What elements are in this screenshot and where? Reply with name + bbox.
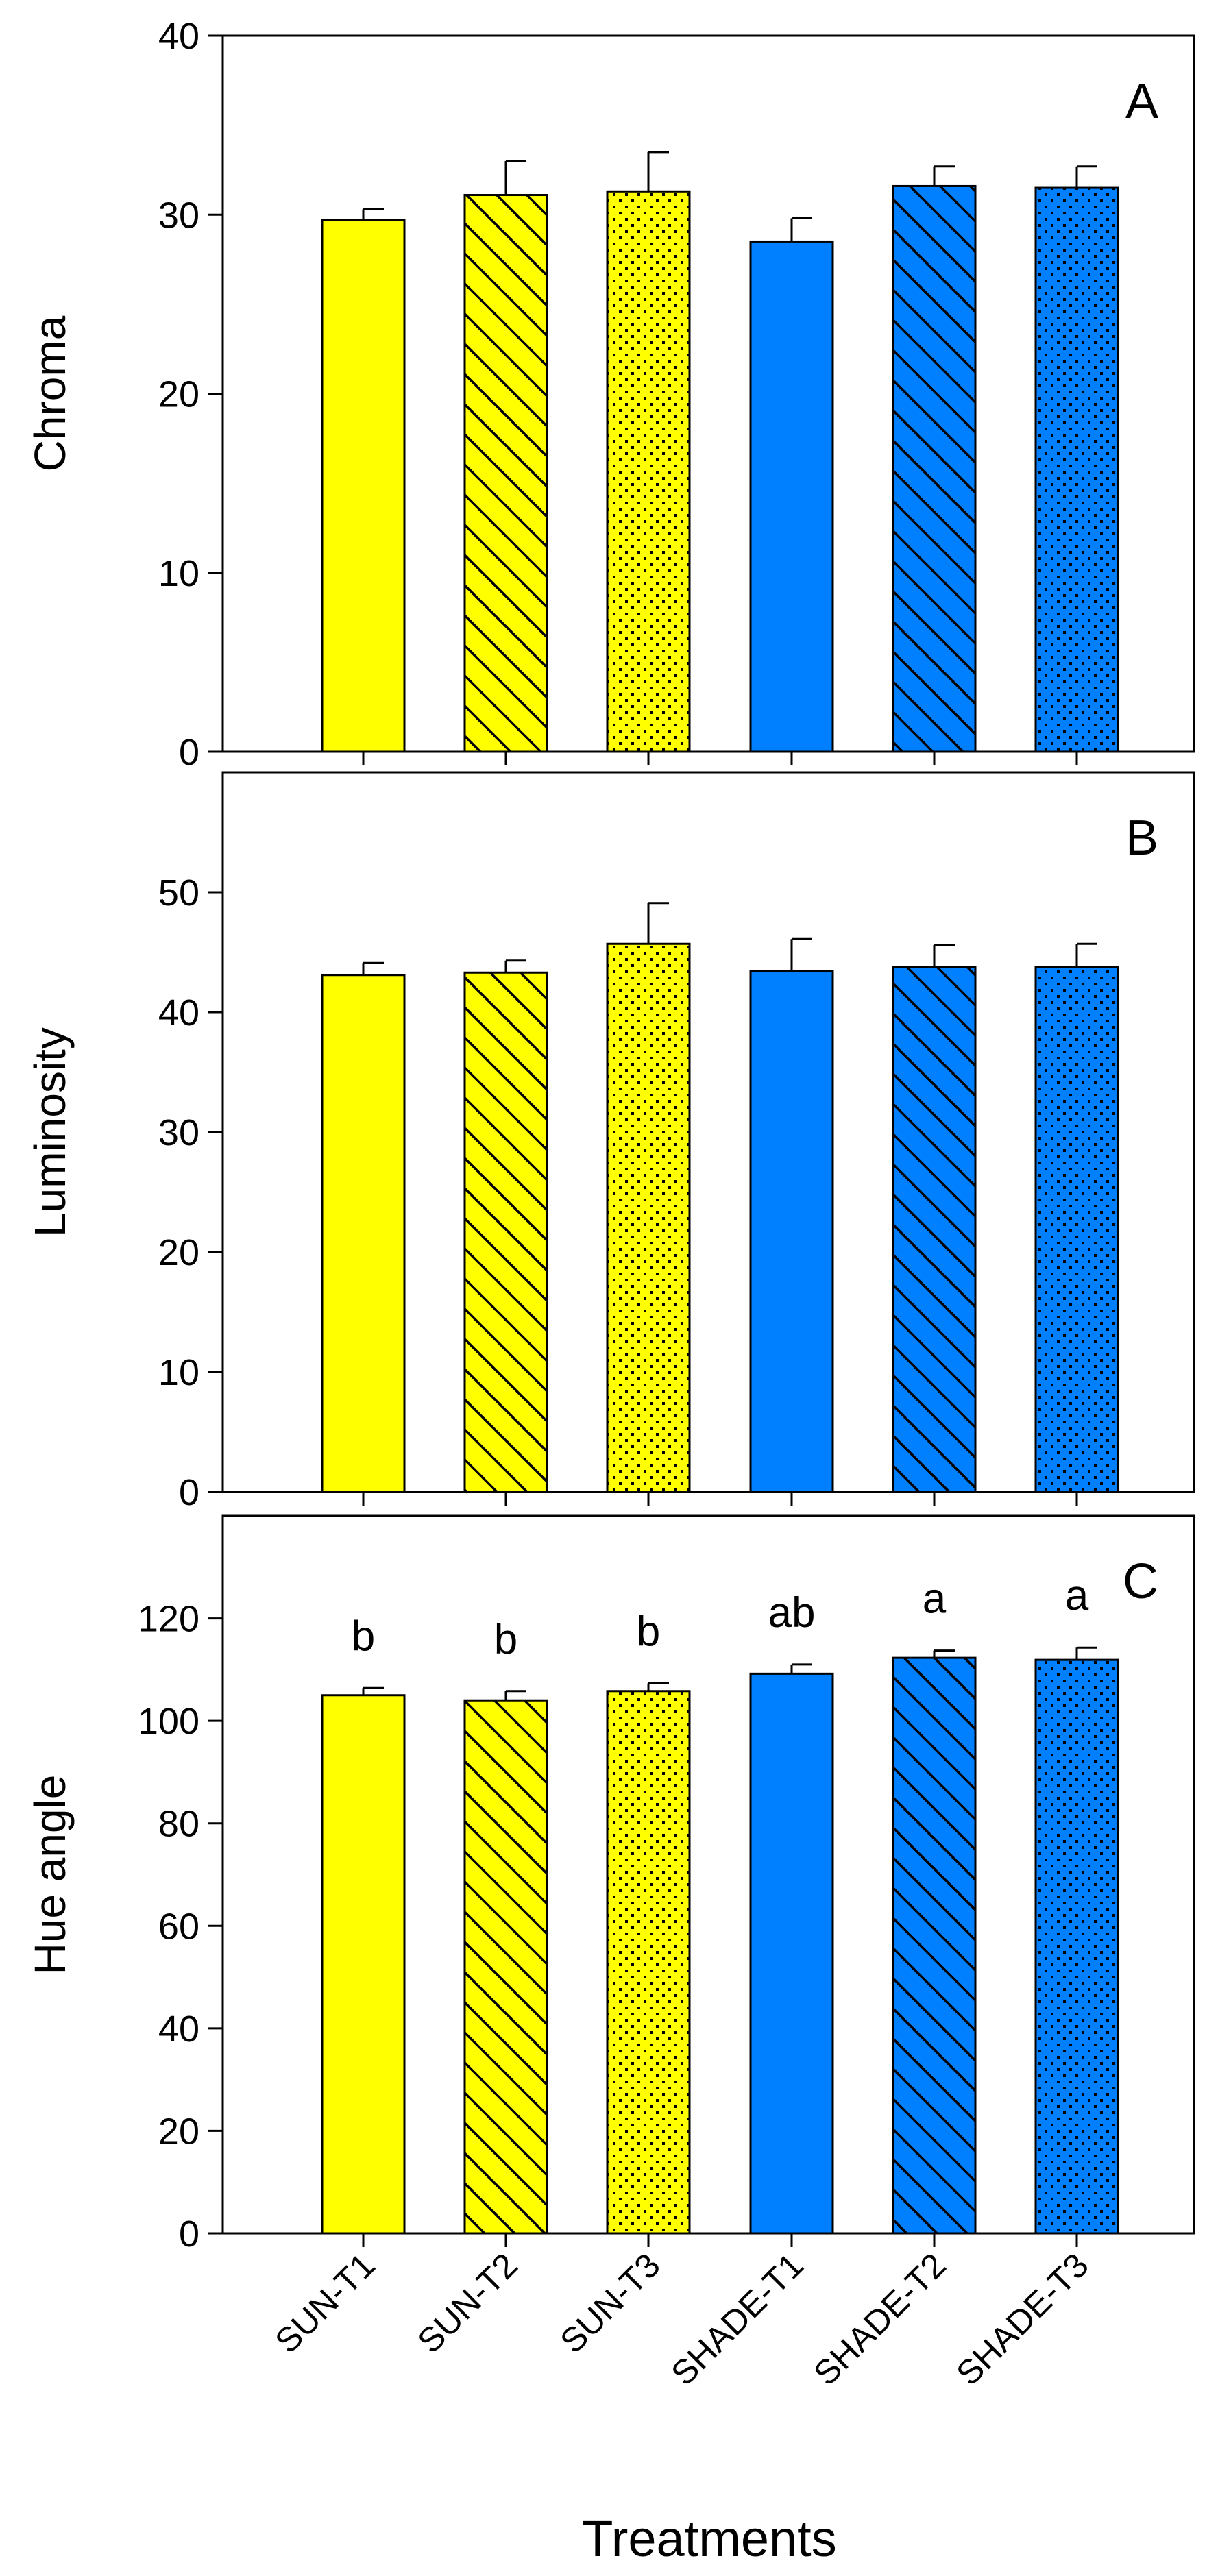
y-tick-label: 80: [158, 1804, 199, 1845]
y-tick-label: 30: [158, 1112, 199, 1153]
significance-letter: b: [494, 1616, 517, 1663]
x-axis-label: Treatments: [582, 2510, 836, 2567]
bar-pattern-diagonal: [893, 966, 975, 1492]
y-tick-label: 0: [179, 1472, 199, 1513]
panel-label: B: [1125, 811, 1158, 866]
x-tick-label-shade-t2: SHADE-T2: [806, 2246, 953, 2392]
bar-sun-t1: [322, 1695, 404, 2233]
x-tick-label-sun-t1: SUN-T1: [267, 2246, 382, 2360]
bar-pattern-dotted: [607, 944, 690, 1492]
bar-sun-t1: [322, 220, 404, 752]
bar-pattern-diagonal: [893, 1658, 975, 2233]
significance-letter: b: [637, 1608, 660, 1656]
x-tick-label-sun-t2: SUN-T2: [410, 2246, 524, 2360]
bar-outline: [749, 240, 834, 753]
panel-chroma: 0 10 20 30 40 Chroma A: [25, 16, 1195, 773]
bar-outline: [606, 942, 691, 1493]
bar-outline: [606, 1690, 691, 2235]
bar-pattern-diagonal: [893, 186, 975, 752]
bar-outline: [749, 1672, 834, 2235]
bar-sun-t1: [322, 974, 404, 1492]
bar-outline: [1034, 186, 1119, 753]
significance-letter: ab: [768, 1589, 816, 1636]
y-tick-label: 0: [179, 732, 199, 773]
significance-letter: a: [923, 1575, 947, 1623]
bar-outline: [1034, 1658, 1119, 2235]
bar-outline: [463, 1699, 548, 2235]
x-tick-label-shade-t1: SHADE-T1: [663, 2246, 810, 2392]
bar-outline: [321, 219, 406, 753]
panel-hue-angle: 0 20 40 60 80 100 120 Hue angle Cb SUN-T1 b SUN-T2 b…: [25, 1514, 1195, 2393]
bar-outline: [892, 184, 977, 753]
bar-outline: [463, 971, 548, 1493]
significance-letter: a: [1065, 1572, 1089, 1619]
y-axis-label: Hue angle: [25, 1775, 75, 1975]
y-tick-label: 20: [158, 1232, 199, 1273]
bar-shade-t1: [751, 241, 833, 752]
y-tick-label: 10: [158, 1352, 199, 1393]
bar-outline: [1034, 966, 1119, 1493]
bar-outline: [463, 194, 548, 753]
bar-outline: [892, 966, 977, 1493]
bar-outline: [606, 190, 691, 753]
bar-outline: [321, 1694, 406, 2235]
y-tick-label: 100: [138, 1701, 199, 1742]
y-tick-label: 40: [158, 16, 199, 57]
y-tick-label: 20: [158, 2111, 199, 2152]
bar-pattern-dotted: [607, 191, 690, 752]
y-tick-label: 0: [179, 2213, 199, 2255]
bar-pattern-diagonal: [465, 195, 547, 752]
panel-label: A: [1125, 74, 1158, 129]
plot-frame: [221, 1514, 1195, 2235]
y-tick-label: 20: [158, 374, 199, 415]
y-tick-label: 40: [158, 992, 199, 1033]
y-axis-label: Chroma: [25, 315, 75, 471]
y-tick-label: 10: [158, 553, 199, 594]
panel-label: C: [1123, 1554, 1158, 1609]
bar-outline: [321, 974, 406, 1493]
bar-shade-t1: [751, 1673, 833, 2233]
bar-pattern-diagonal: [465, 972, 547, 1492]
panel-luminosity: 0 10 20 30 40 50 Luminosity B: [25, 771, 1195, 1513]
bar-shade-t1: [751, 971, 833, 1492]
x-tick-label-sun-t3: SUN-T3: [552, 2246, 667, 2360]
y-tick-label: 30: [158, 195, 199, 236]
bar-pattern-dotted: [1036, 966, 1118, 1492]
x-tick-label-shade-t3: SHADE-T3: [949, 2246, 1095, 2392]
bar-pattern-diagonal: [465, 1700, 547, 2233]
bar-pattern-dotted: [1036, 1660, 1118, 2233]
bar-pattern-dotted: [1036, 188, 1118, 752]
bar-pattern-dotted: [607, 1691, 690, 2233]
bar-outline: [892, 1656, 977, 2235]
y-tick-label: 40: [158, 2009, 199, 2050]
bar-outline: [749, 970, 834, 1493]
y-tick-label: 50: [158, 872, 199, 913]
significance-letter: b: [352, 1612, 375, 1660]
y-axis-label: Luminosity: [25, 1027, 75, 1237]
y-tick-label: 120: [138, 1599, 199, 1640]
y-tick-label: 60: [158, 1906, 199, 1947]
